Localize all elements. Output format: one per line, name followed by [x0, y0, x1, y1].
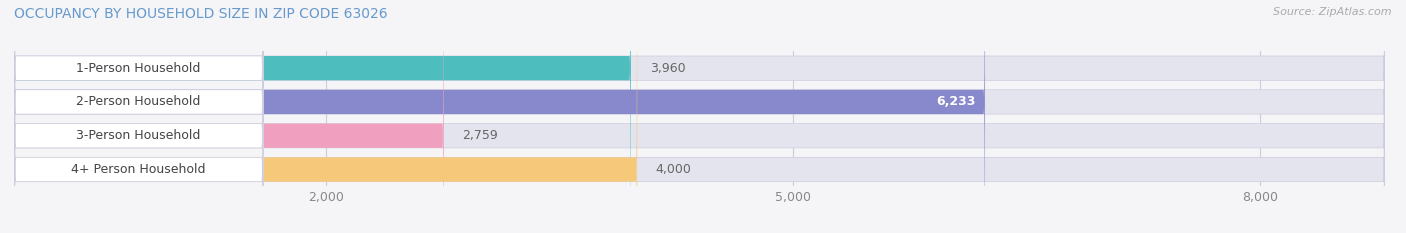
FancyBboxPatch shape — [14, 0, 263, 233]
Text: 6,233: 6,233 — [936, 96, 976, 108]
Text: Source: ZipAtlas.com: Source: ZipAtlas.com — [1274, 7, 1392, 17]
FancyBboxPatch shape — [14, 0, 1385, 233]
FancyBboxPatch shape — [14, 0, 263, 233]
FancyBboxPatch shape — [14, 0, 263, 233]
FancyBboxPatch shape — [14, 0, 263, 233]
FancyBboxPatch shape — [14, 0, 637, 233]
Text: 2,759: 2,759 — [463, 129, 498, 142]
Text: 4+ Person Household: 4+ Person Household — [72, 163, 205, 176]
FancyBboxPatch shape — [14, 0, 444, 233]
FancyBboxPatch shape — [14, 0, 1385, 233]
FancyBboxPatch shape — [14, 0, 1385, 233]
Text: 2-Person Household: 2-Person Household — [76, 96, 201, 108]
FancyBboxPatch shape — [14, 0, 631, 233]
Text: 3,960: 3,960 — [650, 62, 685, 75]
Text: OCCUPANCY BY HOUSEHOLD SIZE IN ZIP CODE 63026: OCCUPANCY BY HOUSEHOLD SIZE IN ZIP CODE … — [14, 7, 388, 21]
Text: 1-Person Household: 1-Person Household — [76, 62, 201, 75]
Text: 4,000: 4,000 — [655, 163, 692, 176]
FancyBboxPatch shape — [14, 0, 1385, 233]
Text: 3-Person Household: 3-Person Household — [76, 129, 201, 142]
FancyBboxPatch shape — [14, 0, 986, 233]
